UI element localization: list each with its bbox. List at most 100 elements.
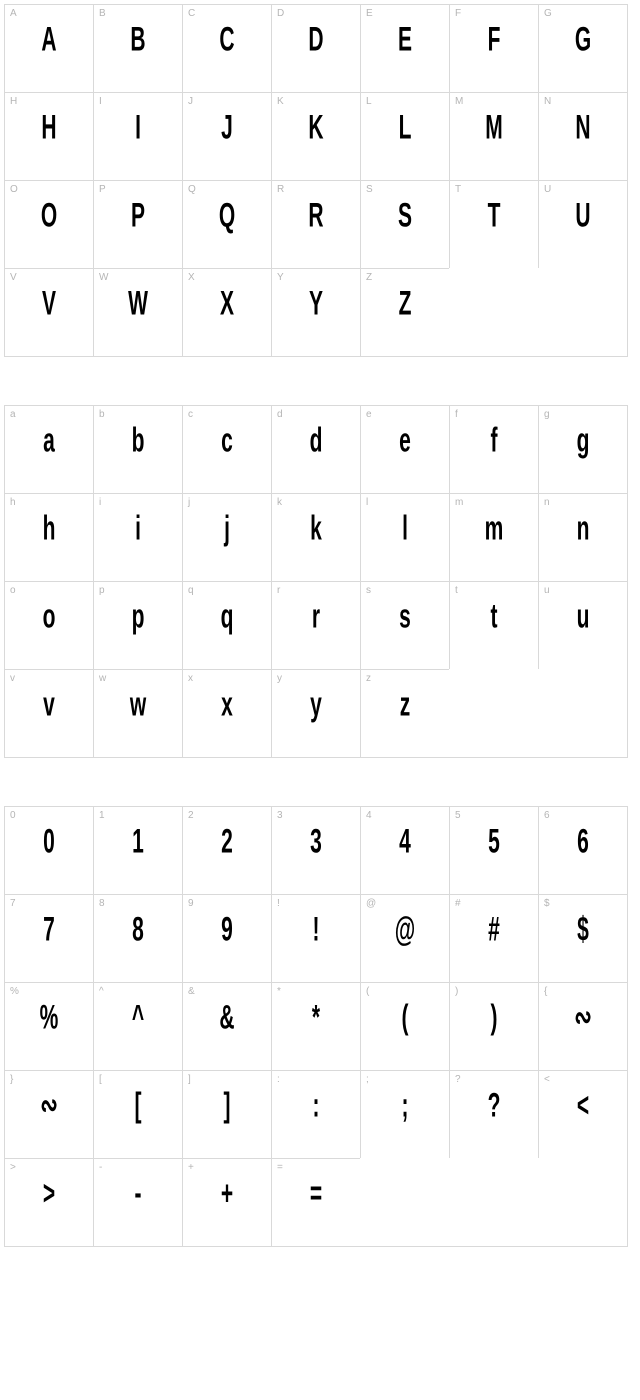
char-cell[interactable]: WW	[93, 268, 182, 356]
char-cell[interactable]: ]]	[182, 1070, 271, 1158]
char-cell[interactable]: TT	[449, 180, 538, 268]
char-cell[interactable]: bb	[93, 405, 182, 493]
glyph: 9	[196, 913, 258, 948]
char-cell[interactable]: kk	[271, 493, 360, 581]
glyph: B	[107, 23, 169, 58]
key-label: )	[455, 986, 458, 997]
char-cell[interactable]: JJ	[182, 92, 271, 180]
char-cell[interactable]: ff	[449, 405, 538, 493]
char-cell[interactable]: ZZ	[360, 268, 449, 356]
char-cell[interactable]: qq	[182, 581, 271, 669]
char-cell[interactable]: @@	[360, 894, 449, 982]
char-cell[interactable]: %%	[4, 982, 93, 1070]
empty-cell	[538, 669, 627, 757]
glyph: -	[107, 1177, 169, 1212]
char-cell[interactable]: AA	[4, 4, 93, 92]
char-cell[interactable]: >>	[4, 1158, 93, 1246]
char-cell[interactable]: FF	[449, 4, 538, 92]
char-cell[interactable]: ==	[271, 1158, 360, 1246]
char-cell[interactable]: }∾	[4, 1070, 93, 1158]
char-cell[interactable]: ++	[182, 1158, 271, 1246]
char-cell[interactable]: VV	[4, 268, 93, 356]
char-cell[interactable]: 66	[538, 806, 627, 894]
char-cell[interactable]: ^^	[93, 982, 182, 1070]
glyph: P	[107, 199, 169, 234]
char-cell[interactable]: LL	[360, 92, 449, 180]
char-cell[interactable]: <<	[538, 1070, 627, 1158]
char-cell[interactable]: ;;	[360, 1070, 449, 1158]
char-cell[interactable]: 88	[93, 894, 182, 982]
char-cell[interactable]: {∾	[538, 982, 627, 1070]
char-cell[interactable]: ??	[449, 1070, 538, 1158]
char-cell[interactable]: CC	[182, 4, 271, 92]
char-cell[interactable]: ::	[271, 1070, 360, 1158]
char-cell[interactable]: 33	[271, 806, 360, 894]
char-cell[interactable]: MM	[449, 92, 538, 180]
char-cell[interactable]: HH	[4, 92, 93, 180]
char-cell[interactable]: mm	[449, 493, 538, 581]
key-label: [	[99, 1074, 102, 1085]
char-cell[interactable]: nn	[538, 493, 627, 581]
char-cell[interactable]: ))	[449, 982, 538, 1070]
char-cell[interactable]: ll	[360, 493, 449, 581]
char-cell[interactable]: cc	[182, 405, 271, 493]
char-cell[interactable]: **	[271, 982, 360, 1070]
char-cell[interactable]: yy	[271, 669, 360, 757]
key-label: A	[10, 8, 17, 19]
char-cell[interactable]: vv	[4, 669, 93, 757]
char-cell[interactable]: pp	[93, 581, 182, 669]
char-cell[interactable]: gg	[538, 405, 627, 493]
char-cell[interactable]: 11	[93, 806, 182, 894]
char-cell[interactable]: !!	[271, 894, 360, 982]
char-cell[interactable]: jj	[182, 493, 271, 581]
char-cell[interactable]: tt	[449, 581, 538, 669]
char-cell[interactable]: II	[93, 92, 182, 180]
char-cell[interactable]: $$	[538, 894, 627, 982]
char-cell[interactable]: ii	[93, 493, 182, 581]
char-cell[interactable]: YY	[271, 268, 360, 356]
char-cell[interactable]: zz	[360, 669, 449, 757]
char-cell[interactable]: dd	[271, 405, 360, 493]
key-label: c	[188, 409, 193, 420]
glyph: a	[18, 424, 80, 459]
char-cell[interactable]: oo	[4, 581, 93, 669]
char-cell[interactable]: uu	[538, 581, 627, 669]
char-cell[interactable]: rr	[271, 581, 360, 669]
char-cell[interactable]: QQ	[182, 180, 271, 268]
char-cell[interactable]: PP	[93, 180, 182, 268]
char-cell[interactable]: DD	[271, 4, 360, 92]
char-cell[interactable]: ((	[360, 982, 449, 1070]
char-cell[interactable]: UU	[538, 180, 627, 268]
key-label: -	[99, 1162, 102, 1173]
char-cell[interactable]: &&	[182, 982, 271, 1070]
key-label: S	[366, 184, 373, 195]
char-cell[interactable]: [[	[93, 1070, 182, 1158]
char-cell[interactable]: RR	[271, 180, 360, 268]
char-cell[interactable]: 99	[182, 894, 271, 982]
char-cell[interactable]: 55	[449, 806, 538, 894]
char-cell[interactable]: KK	[271, 92, 360, 180]
char-cell[interactable]: 00	[4, 806, 93, 894]
char-cell[interactable]: BB	[93, 4, 182, 92]
char-cell[interactable]: 44	[360, 806, 449, 894]
char-cell[interactable]: ##	[449, 894, 538, 982]
key-label: 3	[277, 810, 283, 821]
glyph: %	[18, 1001, 80, 1036]
char-cell[interactable]: hh	[4, 493, 93, 581]
glyph: Z	[374, 287, 436, 322]
char-cell[interactable]: ss	[360, 581, 449, 669]
char-cell[interactable]: GG	[538, 4, 627, 92]
glyph: h	[18, 512, 80, 547]
char-cell[interactable]: OO	[4, 180, 93, 268]
char-cell[interactable]: 77	[4, 894, 93, 982]
char-cell[interactable]: SS	[360, 180, 449, 268]
char-cell[interactable]: 22	[182, 806, 271, 894]
char-cell[interactable]: xx	[182, 669, 271, 757]
char-cell[interactable]: NN	[538, 92, 627, 180]
char-cell[interactable]: ee	[360, 405, 449, 493]
char-cell[interactable]: ww	[93, 669, 182, 757]
char-cell[interactable]: aa	[4, 405, 93, 493]
char-cell[interactable]: XX	[182, 268, 271, 356]
char-cell[interactable]: EE	[360, 4, 449, 92]
char-cell[interactable]: --	[93, 1158, 182, 1246]
